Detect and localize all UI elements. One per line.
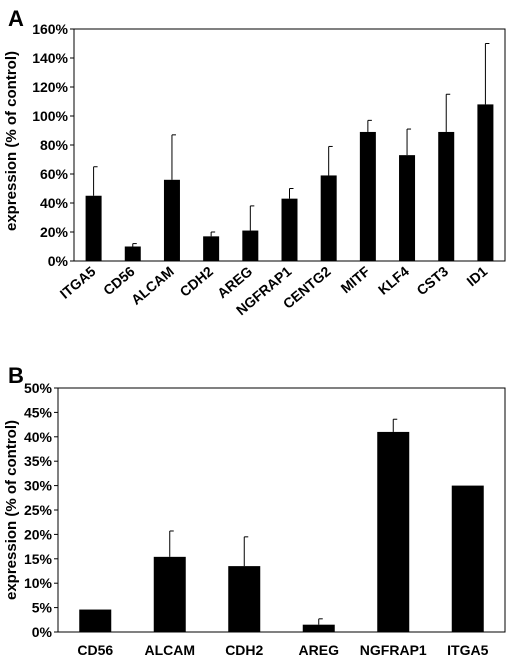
- panel-b-bar-cd56: [79, 609, 112, 632]
- panel-b-category-label: CDH2: [225, 642, 263, 658]
- panel-b-plot-frame: [57, 387, 506, 633]
- panel-a-letter: A: [8, 6, 24, 31]
- panel-a-bar-centg2: [320, 175, 337, 261]
- panel-b-y-tick-label: 50%: [24, 380, 53, 396]
- panel-b-bar-cdh2: [228, 566, 261, 632]
- panel-b-category-label: NGFRAP1: [360, 642, 427, 658]
- panel-a-y-ticks: 0% 20% 40% 60% 80% 100% 120% 140% 160%: [32, 21, 74, 269]
- panel-a-bar-cdh2: [203, 236, 220, 261]
- panel-b-y-tick-label: 25%: [24, 502, 53, 518]
- panel-b-category-label: CD56: [77, 642, 113, 658]
- panel-a-bars: [85, 104, 494, 262]
- panel-a-y-tick-label: 100%: [32, 108, 68, 124]
- panel-a-error-bars: [93, 43, 490, 247]
- panel-a-bar-cst3: [438, 131, 455, 261]
- panel-b-category-label: ALCAM: [144, 642, 195, 658]
- panel-a-bar-id1: [477, 104, 494, 262]
- panel-b-y-tick-label: 10%: [24, 575, 53, 591]
- panel-b-bar-ngfrap1: [377, 431, 410, 632]
- panel-b-error-bars: [169, 418, 398, 625]
- panel-a-category-label: ALCAM: [128, 263, 177, 308]
- panel-b-bar-areg: [302, 624, 335, 632]
- panel-a-y-tick-label: 80%: [40, 137, 69, 153]
- panel-b-letter: B: [8, 363, 24, 388]
- panel-a-category-label: CDH2: [177, 263, 217, 300]
- panel-b-y-tick-label: 40%: [24, 429, 53, 445]
- panel-a-bar-alcam: [163, 179, 180, 261]
- panel-b-y-tick-label: 35%: [24, 453, 53, 469]
- panel-a-bar-mitf: [359, 131, 376, 261]
- panel-b-y-ticks: 0% 5% 10% 15% 20% 25% 30% 35% 40% 45% 50%: [24, 380, 58, 640]
- panel-a-y-tick-label: 0%: [48, 253, 69, 269]
- panel-a-y-tick-label: 140%: [32, 50, 68, 66]
- panel-b-category-label: ITGA5: [447, 642, 488, 658]
- panel-a-bar-ngfrap1: [281, 198, 298, 261]
- panel-b-bar-itga5: [451, 485, 484, 632]
- panel-a: A expression (% of control) 0% 20% 40% 60% 8…: [3, 6, 506, 319]
- panel-a-y-tick-label: 20%: [40, 224, 69, 240]
- panel-b-y-tick-label: 0%: [32, 624, 53, 640]
- panel-a-bar-cd56: [124, 246, 141, 261]
- panel-b-y-tick-label: 45%: [24, 404, 53, 420]
- panel-b-y-tick-label: 5%: [32, 600, 53, 616]
- panel-b: B expression (% of control) 0% 5% 10% 15% 20…: [3, 363, 506, 658]
- panel-a-category-label: ID1: [463, 263, 490, 289]
- panel-a-category-label: MITF: [337, 263, 373, 297]
- panel-b-bars: [79, 431, 484, 632]
- panel-a-bar-klf4: [399, 155, 416, 261]
- panel-b-y-tick-label: 30%: [24, 478, 53, 494]
- panel-a-category-label: KLF4: [375, 263, 412, 298]
- panel-a-category-label: CST3: [413, 263, 451, 298]
- panel-b-y-tick-label: 20%: [24, 526, 53, 542]
- panel-a-bar-areg: [242, 230, 259, 261]
- panel-a-y-tick-label: 160%: [32, 21, 68, 37]
- panel-a-bar-itga5: [85, 195, 102, 261]
- panel-b-category-label: AREG: [299, 642, 340, 658]
- panel-a-y-tick-label: 60%: [40, 166, 69, 182]
- panel-a-y-tick-label: 40%: [40, 195, 69, 211]
- panel-b-y-tick-label: 15%: [24, 551, 53, 567]
- panel-b-bar-alcam: [153, 556, 186, 632]
- panel-b-y-axis-title: expression (% of control): [3, 420, 20, 600]
- panel-a-y-tick-label: 120%: [32, 79, 68, 95]
- panel-a-y-axis-title: expression (% of control): [3, 51, 20, 231]
- panel-b-category-labels: CD56 ALCAM CDH2 AREG NGFRAP1 ITGA5: [77, 642, 488, 658]
